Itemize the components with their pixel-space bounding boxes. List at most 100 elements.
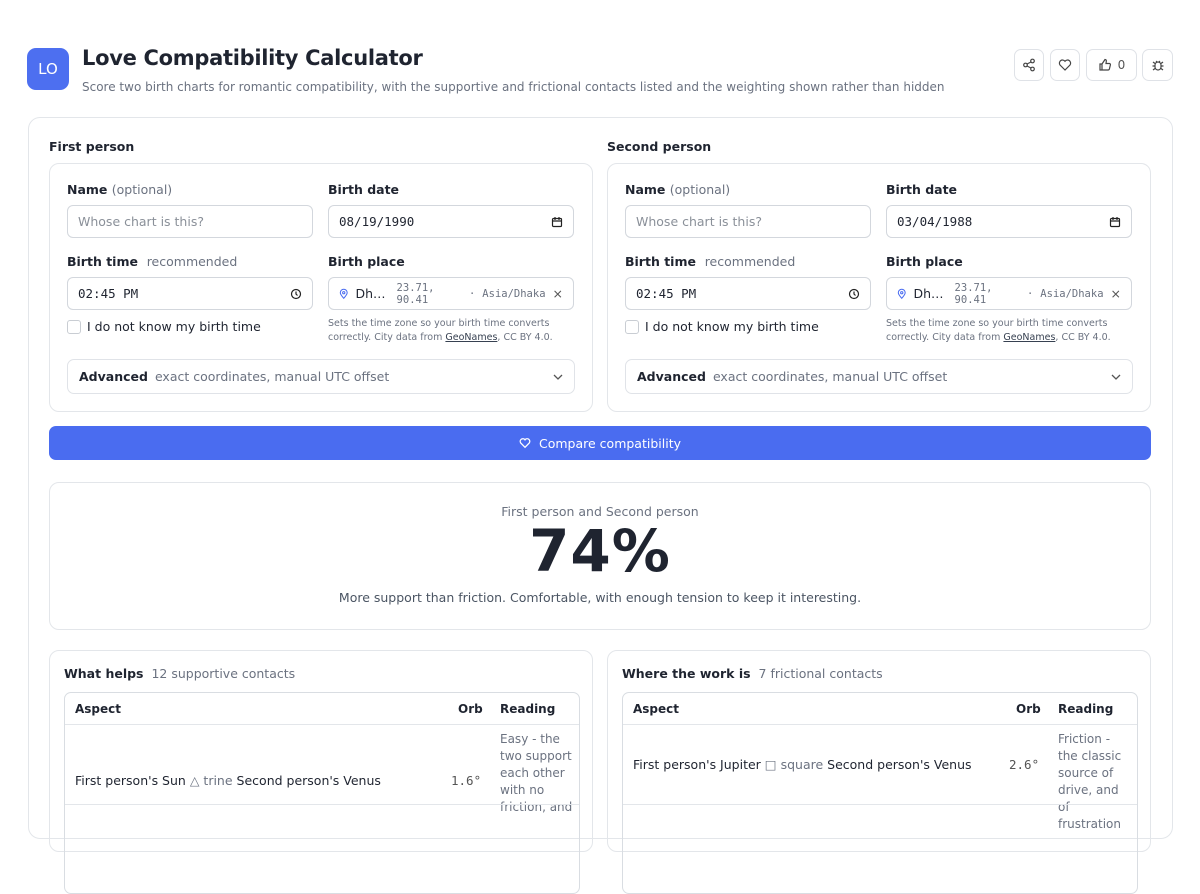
app-subtitle: Score two birth charts for romantic comp… [82,80,945,94]
app-title: Love Compatibility Calculator [82,46,423,70]
place-value: Dh… [355,286,386,301]
result-score: 74% [529,517,671,585]
name-input[interactable]: Whose chart is this? [625,205,871,238]
hint-link[interactable]: GeoNames [445,332,498,343]
advanced-toggle[interactable]: Advanced exact coordinates, manual UTC of… [625,359,1133,394]
aspect-name: trine [203,773,233,788]
aspect-cell: First person's Sun △ trine Second person… [75,773,381,788]
checkbox-label[interactable]: I do not know my birth time [87,319,261,334]
label-text: Name [67,182,108,197]
compare-label: Compare compatibility [539,435,681,451]
advanced-label: Advanced [79,369,148,384]
aspect-panel: What helps 12 supportive contacts Aspect… [49,650,593,894]
aspect-panel: Where the work is 7 frictional contacts … [607,650,1151,894]
time-value: 02:45 PM [78,286,139,301]
column-header: Orb [1016,702,1041,716]
label-note: (optional) [669,182,731,197]
label-text: Birth time [625,254,696,269]
field-label: Name (optional) [67,182,172,197]
placeholder: Whose chart is this? [636,214,762,229]
panel-count: 12 supportive contacts [151,666,296,681]
time-input[interactable]: 02:45 PM [67,277,313,310]
time-value: 02:45 PM [636,286,697,301]
aspect-cell: First person's Jupiter □ square Second p… [633,757,972,772]
result-card: First person and Second person 74% More … [49,482,1151,630]
row-divider [623,724,1137,725]
person-heading: Second person [607,139,712,154]
field-label: Birth place [886,254,963,269]
result-pair: First person and Second person [501,504,699,519]
field-label: Birth time recommended [625,254,795,269]
column-header: Orb [458,702,483,716]
column-header: Reading [1058,702,1114,716]
label-text: Birth time [67,254,138,269]
field-label: Birth time recommended [67,254,237,269]
hint-tail: , CC BY 4.0. [1055,332,1111,343]
aspect-from: First person's Sun [75,773,186,788]
separator: · [468,287,476,300]
person-card: Name (optional) Whose chart is this? Bir… [49,163,593,412]
panel-header: Where the work is 7 frictional contacts [622,666,883,681]
clear-button[interactable]: × [1110,286,1121,301]
checkbox[interactable] [625,320,639,334]
placeholder: Whose chart is this? [78,214,204,229]
hint-tail: , CC BY 4.0. [497,332,553,343]
field-label: Birth date [886,182,958,197]
label-note: recommended [146,254,238,269]
column-header: Reading [500,702,556,716]
hint-link[interactable]: GeoNames [1003,332,1056,343]
row-divider [65,804,579,805]
date-value: 08/19/1990 [339,214,415,229]
coords: 23.71, 90.41 [396,281,435,306]
like-button[interactable]: 0 [1086,49,1137,81]
place-input[interactable]: Dh… 23.71, 90.41 · Asia/Dhaka × [886,277,1132,310]
result-summary: More support than friction. Comfortable,… [338,590,862,605]
date-value: 03/04/1988 [897,214,973,229]
person-heading: First person [49,139,135,154]
row-divider [623,804,1137,805]
checkbox[interactable] [67,320,81,334]
advanced-hint: exact coordinates, manual UTC offset [712,369,948,384]
like-count: 0 [1117,58,1126,72]
aspect-from: First person's Jupiter [633,757,761,772]
time-input[interactable]: 02:45 PM [625,277,871,310]
reading-cell: Friction - the classic source of drive, … [1058,732,1122,831]
row-divider [65,724,579,725]
column-header: Aspect [633,702,680,716]
panel-title: Where the work is [622,666,751,681]
timezone: Asia/Dhaka [482,287,546,300]
reading-cell: Easy - the two support each other with n… [500,732,573,814]
label-text: Name [625,182,666,197]
share-button[interactable] [1014,49,1044,81]
hint-text: Sets the time zone so your birth time co… [328,318,550,343]
panel-header: What helps 12 supportive contacts [64,666,295,681]
field-label: Name (optional) [625,182,730,197]
field-label: Birth place [328,254,405,269]
aspect-table: Aspect Orb Reading First person's Jupite… [622,692,1138,894]
date-input[interactable]: 03/04/1988 [886,205,1132,238]
date-input[interactable]: 08/19/1990 [328,205,574,238]
name-input[interactable]: Whose chart is this? [67,205,313,238]
field-label: Birth date [328,182,400,197]
compare-button[interactable]: Compare compatibility [49,426,1151,460]
orb-cell: 1.6° [451,773,482,788]
checkbox-label[interactable]: I do not know my birth time [645,319,819,334]
report-button[interactable] [1142,49,1173,81]
aspect-table: Aspect Orb Reading First person's Sun △ … [64,692,580,894]
advanced-label: Advanced [637,369,706,384]
place-input[interactable]: Dh… 23.71, 90.41 · Asia/Dhaka × [328,277,574,310]
aspect-symbol: □ [764,757,777,772]
aspect-to: Second person's Venus [236,773,381,788]
aspect-symbol: △ [189,773,200,788]
favorite-button[interactable] [1050,49,1080,81]
coords: 23.71, 90.41 [954,281,993,306]
clear-button[interactable]: × [552,286,563,301]
person-card: Name (optional) Whose chart is this? Bir… [607,163,1151,412]
label-note: (optional) [111,182,173,197]
panel-title: What helps [64,666,144,681]
panel-count: 7 frictional contacts [758,666,883,681]
advanced-toggle[interactable]: Advanced exact coordinates, manual UTC of… [67,359,575,394]
advanced-hint: exact coordinates, manual UTC offset [154,369,390,384]
timezone: Asia/Dhaka [1040,287,1104,300]
column-header: Aspect [75,702,122,716]
